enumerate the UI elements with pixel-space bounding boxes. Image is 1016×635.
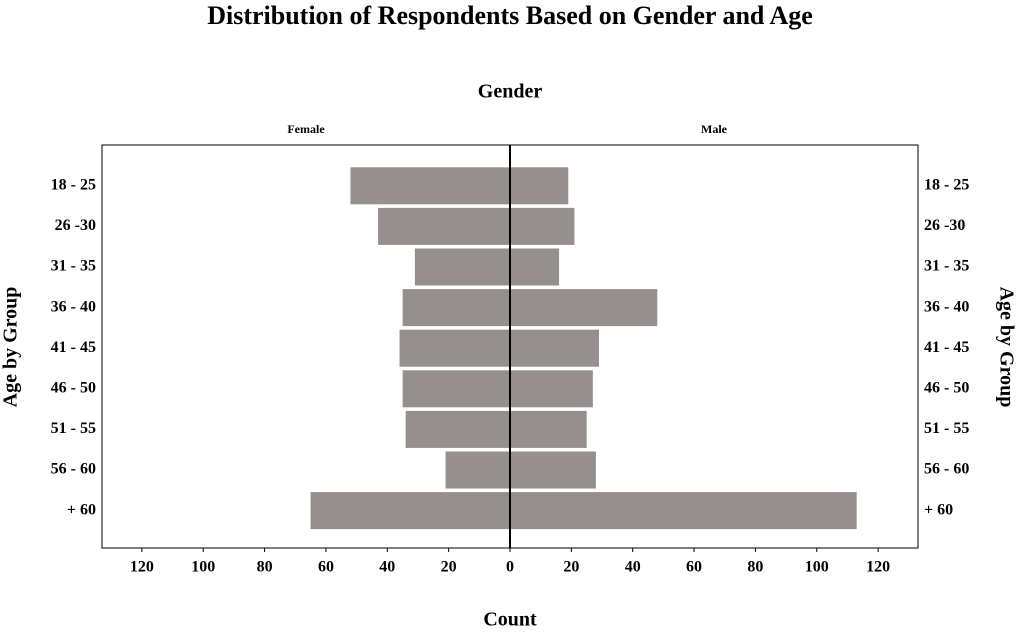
y-tick-label: 46 - 50 <box>924 379 969 396</box>
panel-label: Male <box>701 122 728 136</box>
x-tick-label: 20 <box>441 559 457 576</box>
bar <box>510 289 658 327</box>
y-tick-label: 31 - 35 <box>924 258 969 275</box>
bar <box>350 167 510 205</box>
y-tick-label: 41 - 45 <box>51 339 96 356</box>
bar <box>310 492 510 530</box>
x-tick-label: 80 <box>747 559 763 576</box>
y-tick-label: 36 - 40 <box>924 298 969 315</box>
group-title: Gender <box>478 81 543 103</box>
x-tick-label: 120 <box>866 559 890 576</box>
y-axis-label: Age by Group <box>995 287 1016 408</box>
y-tick-label: 56 - 60 <box>924 461 969 478</box>
x-tick-label: 80 <box>257 559 273 576</box>
bar <box>378 207 510 245</box>
x-axis-label: Count <box>483 609 537 631</box>
bar <box>510 329 599 367</box>
y-axis-label: Age by Group <box>0 287 22 408</box>
bar <box>510 207 575 245</box>
x-tick-label: 60 <box>686 559 702 576</box>
bar <box>414 248 510 286</box>
y-tick-label: 31 - 35 <box>51 258 96 275</box>
y-tick-label: 36 - 40 <box>51 298 96 315</box>
bar <box>402 289 510 327</box>
bar <box>445 451 510 489</box>
y-tick-label: 51 - 55 <box>51 420 96 437</box>
x-tick-label: 0 <box>506 559 514 576</box>
bar <box>399 329 510 367</box>
x-tick-label: 40 <box>625 559 641 576</box>
chart-title: Distribution of Respondents Based on Gen… <box>207 1 813 30</box>
y-tick-label: 26 -30 <box>55 217 96 234</box>
bar <box>510 410 587 448</box>
x-tick-label: 40 <box>379 559 395 576</box>
bar <box>510 167 569 205</box>
y-tick-label: 46 - 50 <box>51 379 96 396</box>
y-tick-label: + 60 <box>924 501 953 518</box>
bar <box>510 370 593 408</box>
y-tick-label: 18 - 25 <box>924 176 969 193</box>
x-tick-label: 60 <box>318 559 334 576</box>
y-tick-label: 51 - 55 <box>924 420 969 437</box>
x-tick-label: 20 <box>563 559 579 576</box>
x-tick-label: 100 <box>805 559 829 576</box>
y-tick-label: 41 - 45 <box>924 339 969 356</box>
bar <box>402 370 510 408</box>
y-tick-label: 18 - 25 <box>51 176 96 193</box>
bar <box>405 410 510 448</box>
bar <box>510 451 596 489</box>
x-tick-label: 120 <box>130 559 154 576</box>
bar <box>510 248 560 286</box>
x-tick-label: 100 <box>191 559 215 576</box>
bar <box>510 492 857 530</box>
y-tick-label: 26 -30 <box>924 217 965 234</box>
y-tick-label: + 60 <box>67 501 96 518</box>
panel-label: Female <box>287 122 325 136</box>
y-tick-label: 56 - 60 <box>51 461 96 478</box>
